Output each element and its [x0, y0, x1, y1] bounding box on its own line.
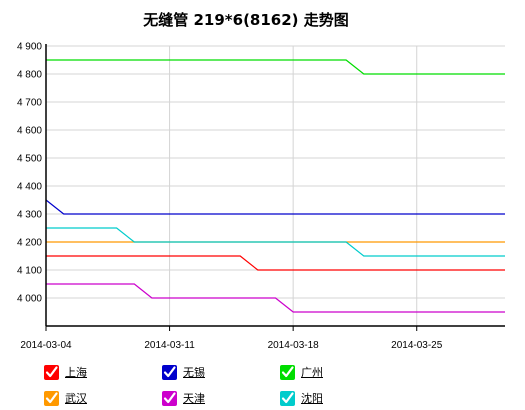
legend-item-无锡[interactable]: 无锡 [162, 362, 205, 382]
series-line-上海 [46, 255, 505, 271]
legend-label[interactable]: 上海 [65, 366, 87, 379]
y-tick-label: 4 400 [17, 182, 42, 193]
y-tick-label: 4 900 [17, 42, 42, 53]
legend-label[interactable]: 广州 [301, 366, 323, 379]
chart-title: 无缝管 219*6(8162) 走势图 [142, 11, 349, 29]
y-tick-label: 4 500 [17, 154, 42, 165]
legend-item-上海[interactable]: 上海 [44, 362, 87, 382]
y-tick-label: 4 100 [17, 266, 42, 277]
legend-item-广州[interactable]: 广州 [280, 362, 323, 382]
legend-item-武汉[interactable]: 武汉 [44, 388, 87, 408]
checkbox-checked-icon[interactable] [280, 364, 295, 380]
legend-label[interactable]: 沈阳 [301, 392, 323, 405]
legend-label[interactable]: 无锡 [183, 366, 205, 379]
y-tick-label: 4 600 [17, 126, 42, 137]
checkbox-checked-icon[interactable] [44, 364, 59, 380]
x-tick-labels: 2014-03-04 2014-03-11 2014-03-18 2014-03-25 [20, 340, 442, 351]
series-line-无锡 [45, 199, 505, 215]
axes [45, 44, 505, 331]
checkbox-checked-icon[interactable] [280, 390, 295, 406]
x-tick-label: 2014-03-04 [20, 340, 72, 351]
y-tick-label: 4 200 [17, 238, 42, 249]
legend-item-天津[interactable]: 天津 [162, 388, 205, 408]
checkbox-checked-icon[interactable] [162, 364, 177, 380]
y-tick-label: 4 300 [17, 210, 42, 221]
series-lines [45, 59, 505, 313]
legend-label[interactable]: 天津 [183, 392, 205, 405]
series-line-沈阳 [46, 227, 505, 257]
legend: 上海 无锡 广州武汉 天津 沈阳 [44, 362, 514, 408]
y-tick-labels: 4 000 4 100 4 200 4 300 4 400 4 500 4 600 4 700… [17, 42, 42, 305]
y-tick-label: 4 000 [17, 294, 42, 305]
legend-item-沈阳[interactable]: 沈阳 [280, 388, 323, 408]
y-tick-label: 4 700 [17, 98, 42, 109]
series-line-天津 [46, 283, 505, 313]
legend-label[interactable]: 武汉 [65, 392, 87, 405]
x-tick-label: 2014-03-25 [391, 340, 443, 351]
x-tick-label: 2014-03-11 [144, 340, 195, 351]
checkbox-checked-icon[interactable] [162, 390, 177, 406]
series-line-广州 [46, 59, 505, 75]
x-tick-label: 2014-03-18 [268, 340, 320, 351]
checkbox-checked-icon[interactable] [44, 390, 59, 406]
y-tick-label: 4 800 [17, 70, 42, 81]
